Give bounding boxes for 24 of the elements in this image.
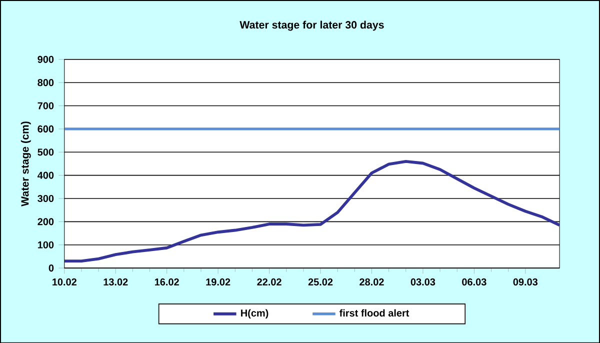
x-tick-label: 22.02 [257, 278, 282, 286]
chart-title: Water stage for later 30 days [240, 20, 384, 31]
y-tick-label: 300 [38, 194, 54, 202]
x-tick-label: 06.03 [462, 278, 486, 286]
y-tick-label: 700 [38, 102, 54, 110]
x-tick-label: 03.03 [410, 278, 436, 286]
y-tick-label: 500 [38, 148, 54, 156]
y-tick-label: 100 [38, 241, 54, 248]
y-tick-label: 200 [38, 218, 54, 226]
x-tick-label: 25.02 [308, 278, 333, 286]
legend-label: first flood alert [339, 309, 410, 316]
y-tick-label: 0 [48, 264, 54, 272]
x-tick-label: 13.02 [104, 278, 128, 286]
y-tick-label: 900 [38, 56, 54, 63]
y-tick-label: 800 [38, 78, 54, 86]
x-tick-label: 19.02 [206, 278, 230, 286]
legend-label: H(cm) [241, 309, 268, 318]
x-tick-label: 16.02 [154, 278, 179, 286]
x-tick-label: 09.03 [513, 278, 538, 286]
x-tick-label: 10.02 [52, 278, 76, 286]
y-axis-title: Water stage (cm) [20, 121, 31, 206]
y-tick-label: 600 [38, 125, 54, 132]
x-tick-label: 28.02 [360, 278, 384, 286]
y-tick-label: 400 [38, 172, 54, 179]
